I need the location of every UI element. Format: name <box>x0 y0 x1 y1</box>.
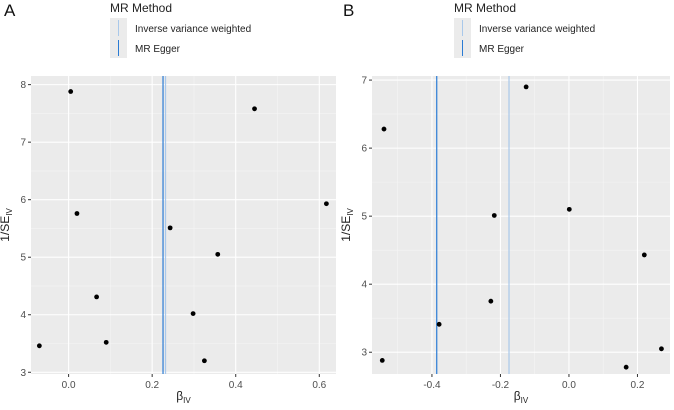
data-point <box>201 358 207 364</box>
plot-background <box>372 76 670 374</box>
y-axis-label: 1/SEIV <box>339 208 355 242</box>
data-point <box>94 294 99 300</box>
y-tick-label: 8 <box>20 80 26 91</box>
panel-a: A MR Method Inverse variance weighted MR Eg… <box>0 1 336 405</box>
x-tick-label: -0.4 <box>423 380 441 391</box>
legend: MR Method Inverse variance weighted MR Egg… <box>454 1 595 58</box>
data-point <box>74 211 80 216</box>
data-point <box>167 225 173 231</box>
data-point <box>381 126 387 132</box>
y-tick-label: 5 <box>20 253 26 264</box>
x-tick-label: 0.0 <box>62 380 76 391</box>
legend-label: Inverse variance weighted <box>479 24 595 35</box>
legend: MR Method Inverse variance weighted MR Egg… <box>110 1 251 58</box>
legend-label: Inverse variance weighted <box>135 24 251 35</box>
y-tick-label: 6 <box>361 144 367 155</box>
data-point <box>379 357 385 363</box>
y-tick-label: 6 <box>20 195 26 206</box>
y-tick-label: 7 <box>361 76 367 87</box>
legend-title: MR Method <box>454 1 516 15</box>
data-point <box>523 84 529 90</box>
data-point <box>491 213 497 218</box>
data-point <box>488 298 494 304</box>
data-point <box>659 346 664 352</box>
legend-label: MR Egger <box>135 44 181 55</box>
data-point <box>623 364 629 370</box>
y-axis-label: 1/SEIV <box>0 208 14 242</box>
x-tick-label: 0.4 <box>229 380 243 391</box>
data-point <box>36 343 42 349</box>
panel-tag: B <box>343 1 354 20</box>
x-axis-label: βIV <box>176 389 191 405</box>
x-tick-label: 0.2 <box>145 380 159 391</box>
x-tick-label: 0.2 <box>631 380 645 391</box>
x-tick-label: 0.6 <box>312 380 326 391</box>
x-tick-label: 0.0 <box>562 380 576 391</box>
data-point <box>566 206 572 212</box>
legend-title: MR Method <box>110 1 172 15</box>
x-tick-label: -0.2 <box>492 380 510 391</box>
data-point <box>436 321 442 327</box>
y-tick-label: 4 <box>20 310 26 321</box>
y-tick-label: 7 <box>20 138 26 149</box>
data-point <box>323 201 329 207</box>
data-point <box>215 251 221 257</box>
y-tick-label: 5 <box>361 212 367 223</box>
x-axis-label: βIV <box>514 389 529 405</box>
data-point <box>641 252 647 258</box>
y-tick-label: 4 <box>361 280 367 291</box>
y-tick-label: 3 <box>20 368 26 379</box>
data-point <box>68 89 74 94</box>
y-tick-label: 3 <box>361 348 367 359</box>
data-point <box>103 339 109 345</box>
legend-label: MR Egger <box>479 44 525 55</box>
plot-background <box>31 76 336 374</box>
data-point <box>252 106 257 112</box>
panel-b: B MR Method Inverse variance weighted MR Eg… <box>339 1 670 405</box>
panel-tag: A <box>4 1 16 20</box>
data-point <box>190 311 196 316</box>
